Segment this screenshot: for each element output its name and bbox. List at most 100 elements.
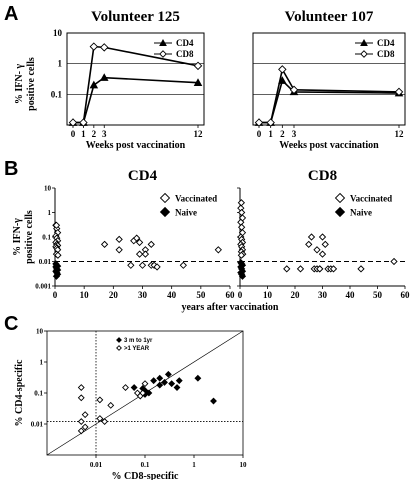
legend-label: 3 m to 1yr xyxy=(124,338,153,344)
point-cd8 xyxy=(193,61,203,71)
x-tick-label: 10 xyxy=(240,461,248,469)
x-tick-label: 30 xyxy=(318,290,328,300)
y-tick-label: 1 xyxy=(58,59,63,69)
point-recent xyxy=(210,397,217,405)
x-tick-label: 2 xyxy=(280,129,285,139)
y-axis-label: % CD4-specific xyxy=(14,359,25,426)
legend-label: Naive xyxy=(175,208,197,218)
point-vaccinated xyxy=(153,263,161,271)
y-tick-label: 0.001 xyxy=(35,283,51,291)
point-long-term xyxy=(81,411,89,419)
point-naive xyxy=(52,272,61,280)
point-cd4 xyxy=(193,78,203,86)
series-line-cd4 xyxy=(73,76,199,124)
point-long-term xyxy=(96,415,104,422)
point-vaccinated xyxy=(305,240,313,249)
x-axis-label: years after vaccination xyxy=(181,302,278,313)
panel-letter-a: A xyxy=(4,3,18,25)
point-cd8 xyxy=(289,85,299,95)
point-vaccinated xyxy=(296,265,305,273)
x-tick-label: 1 xyxy=(192,461,196,469)
chart-title: Volunteer 125 xyxy=(91,9,180,25)
point-vaccinated xyxy=(237,199,246,207)
point-long-term xyxy=(81,423,89,431)
point-cd8 xyxy=(394,87,404,97)
x-tick-label: 20 xyxy=(109,290,119,300)
y-tick-label: 0.1 xyxy=(42,234,51,242)
x-tick-label: 60 xyxy=(401,290,411,300)
legend-marker xyxy=(360,50,368,58)
y-tick-label: 10 xyxy=(44,185,52,193)
point-recent xyxy=(156,374,164,382)
legend-marker xyxy=(116,337,122,343)
point-recent xyxy=(168,380,176,388)
x-tick-label: 10 xyxy=(263,290,273,300)
point-long-term xyxy=(122,384,129,391)
point-vaccinated xyxy=(313,246,321,254)
legend-label: >1 YEAR xyxy=(124,346,150,352)
legend-marker xyxy=(334,192,346,204)
point-long-term xyxy=(107,401,115,409)
point-recent xyxy=(175,377,183,385)
point-long-term xyxy=(96,396,104,404)
plot-frame xyxy=(252,32,406,126)
x-tick-label: 3 xyxy=(102,129,107,139)
x-tick-label: 0 xyxy=(257,129,262,139)
point-vaccinated xyxy=(307,233,316,241)
x-tick-label: 50 xyxy=(196,290,206,300)
y-axis-label-line2: positive cells xyxy=(26,57,37,111)
point-vaccinated xyxy=(54,251,62,259)
point-long-term xyxy=(77,427,85,435)
x-tick-label: 10 xyxy=(80,290,90,300)
point-vaccinated xyxy=(127,261,135,269)
legend-marker xyxy=(360,38,368,46)
point-vaccinated xyxy=(115,246,123,254)
x-tick-label: 20 xyxy=(291,290,301,300)
y-axis-label-line2: positive cells xyxy=(24,210,35,264)
x-tick-label: 50 xyxy=(373,290,383,300)
x-tick-label: 0 xyxy=(71,129,76,139)
x-tick-label: 3 xyxy=(292,129,297,139)
point-long-term xyxy=(77,394,85,402)
legend-marker xyxy=(159,192,171,204)
x-tick-label: 12 xyxy=(194,129,204,139)
x-tick-label: 0 xyxy=(238,290,243,300)
legend-marker xyxy=(334,206,346,218)
x-axis-label: Weeks post vaccination xyxy=(279,140,379,151)
x-tick-label: 0.1 xyxy=(141,461,150,469)
legend-marker xyxy=(159,50,167,58)
point-vaccinated xyxy=(147,240,155,249)
point-cd8 xyxy=(254,118,264,127)
x-tick-label: 1 xyxy=(81,129,86,139)
series-line-cd8 xyxy=(259,67,400,124)
x-tick-label: 40 xyxy=(167,290,177,300)
point-recent xyxy=(173,384,181,391)
point-cd8 xyxy=(68,118,78,127)
point-vaccinated xyxy=(135,238,144,247)
x-axis-label: Weeks post vaccination xyxy=(86,140,186,151)
legend-label: CD4 xyxy=(377,38,395,48)
point-vaccinated xyxy=(214,246,222,254)
x-tick-label: 40 xyxy=(346,290,356,300)
y-axis-label-line1: % IFN- γ xyxy=(14,64,25,105)
y-tick-label: 10 xyxy=(53,28,63,38)
plot-frame xyxy=(66,32,205,126)
x-axis-label: % CD8-specific xyxy=(112,471,179,480)
point-long-term xyxy=(77,384,85,391)
point-recent xyxy=(150,377,158,385)
point-recent xyxy=(156,381,164,389)
point-long-term xyxy=(139,389,147,397)
point-vaccinated xyxy=(318,250,327,258)
point-vaccinated xyxy=(283,265,291,273)
point-vaccinated xyxy=(115,235,123,244)
y-tick-label: 0.01 xyxy=(31,421,44,429)
point-vaccinated xyxy=(141,250,150,258)
point-vaccinated xyxy=(318,233,327,241)
x-tick-label: 0.01 xyxy=(90,461,103,469)
x-tick-label: 12 xyxy=(395,129,405,139)
point-recent xyxy=(164,370,172,378)
point-cd8 xyxy=(266,118,275,127)
point-vaccinated xyxy=(100,240,109,249)
